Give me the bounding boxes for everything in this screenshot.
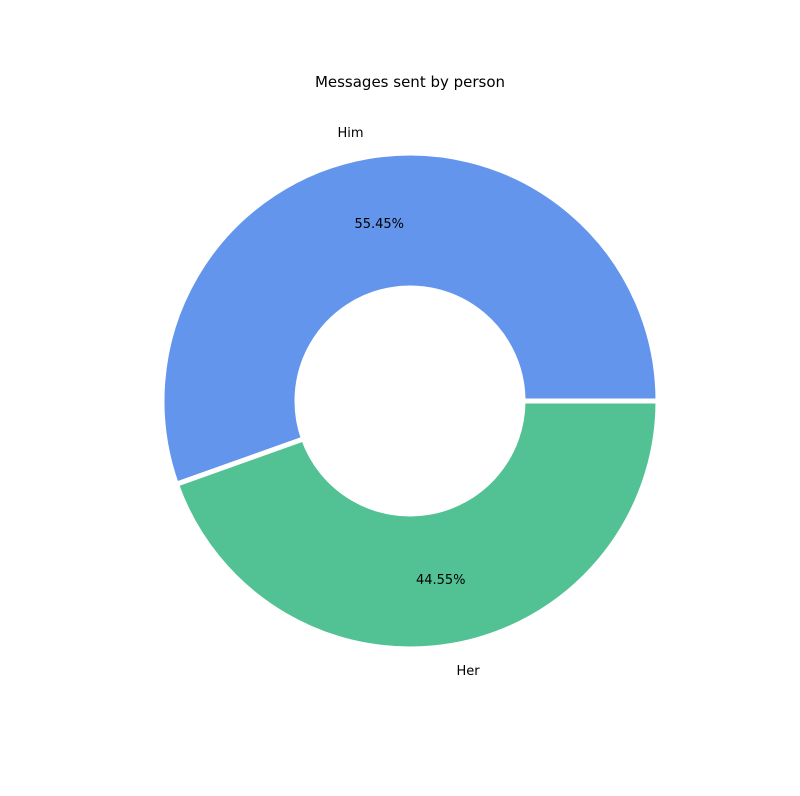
slice-label-her: Her: [456, 664, 480, 679]
slice-her: [173, 398, 661, 652]
labels-group: 55.45% Him 44.55% Her: [337, 126, 480, 679]
slice-him: [159, 150, 661, 488]
slice-label-him: Him: [337, 126, 363, 141]
pct-label-him: 55.45%: [354, 217, 404, 232]
pct-label-her: 44.55%: [416, 573, 466, 588]
chart-title: Messages sent by person: [315, 73, 505, 91]
slices-group: [159, 150, 661, 652]
